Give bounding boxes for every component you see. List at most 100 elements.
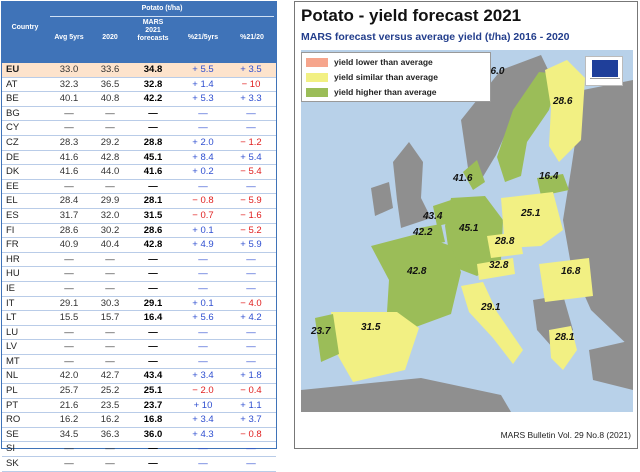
france-shape (371, 234, 461, 328)
country-header: Country (11, 24, 39, 31)
map-title: Potato - yield forecast 2021 (301, 6, 522, 25)
avg-5yrs-cell: — (64, 282, 74, 294)
yield-2020-cell: 32.0 (100, 209, 120, 221)
forecast-2021-cell: 29.1 (143, 297, 163, 309)
map-subtitle: MARS forecast versus average yield (t/ha… (301, 31, 570, 43)
pct-vs-2020-cell: — (246, 326, 256, 338)
finland-shape (545, 60, 585, 162)
spain-shape (331, 312, 419, 382)
avg-5yrs-cell: 41.6 (59, 166, 79, 178)
legend-label-lower: yield lower than average (334, 57, 433, 67)
avg-5yrs-cell: 28.4 (59, 195, 79, 207)
legend-label-similar: yield similar than average (334, 72, 438, 82)
avg-5yrs-cell: 33.0 (59, 64, 79, 75)
table-row: LT 15.5 15.7 16.4 + 5.6 + 4.2 (2, 311, 276, 326)
yield-2020-cell: 33.6 (100, 64, 120, 75)
table-row: LV — — — — — (2, 340, 276, 355)
table-row: SE 34.5 36.3 36.0 + 4.3 − 0.8 (2, 428, 276, 443)
table-row: PT 21.6 23.5 23.7 + 10 + 1.1 (2, 399, 276, 414)
yield-2020-cell: 40.8 (100, 93, 120, 105)
pct-vs-2020-cell: + 1.8 (240, 370, 262, 382)
forecast-2021-cell: 41.6 (143, 166, 163, 178)
pct-vs-5yrs-cell: — (198, 326, 208, 338)
pct-vs-5yrs-cell: + 3.4 (192, 370, 214, 382)
forecast-2021-cell: — (148, 122, 158, 134)
table-row: FI 28.6 30.2 28.6 + 0.1 − 5.2 (2, 224, 276, 239)
map-value-be: 42.2 (413, 227, 433, 238)
romania-shape (539, 258, 593, 302)
yield-2020-cell: 29.9 (100, 195, 120, 207)
avg-5yrs-cell: — (64, 443, 74, 455)
table-header: Country Potato (t/ha) Avg 5yrs 2020 MARS… (2, 2, 276, 63)
pct-vs-2020-cell: + 1.1 (240, 399, 262, 411)
table-row: MT — — — — — (2, 355, 276, 370)
avg-5yrs-cell: 34.5 (59, 428, 79, 440)
austria-shape (477, 258, 515, 280)
forecast-2021-cell: 42.8 (143, 239, 163, 251)
forecast-2021-cell: — (148, 355, 158, 367)
table-row: AT 32.3 36.5 32.8 + 1.4 − 10 (2, 78, 276, 93)
avg-5yrs-cell: 28.3 (59, 136, 79, 148)
country-cell: NL (6, 370, 19, 382)
legend-swatch-lower (306, 58, 328, 67)
col-header-avg: Avg 5yrs (54, 34, 84, 41)
col-header-2020: 2020 (102, 34, 118, 41)
italy-shape (461, 282, 523, 364)
country-cell: SE (6, 428, 19, 440)
pct-vs-2020-cell: + 3.7 (240, 414, 262, 426)
pct-vs-5yrs-cell: + 5.5 (192, 64, 214, 75)
table-row: IE — — — — — (2, 282, 276, 297)
table-row: NL 42.0 42.7 43.4 + 3.4 + 1.8 (2, 369, 276, 385)
pct-vs-2020-cell: − 1.2 (240, 136, 262, 148)
map-value-nl: 43.4 (423, 211, 443, 222)
country-cell: MT (6, 355, 20, 367)
pct-vs-2020-cell: + 5.9 (240, 239, 262, 251)
country-cell: FR (6, 239, 19, 251)
pct-vs-5yrs-cell: — (198, 443, 208, 455)
legend-swatch-similar (306, 73, 328, 82)
pct-vs-5yrs-cell: + 2.0 (192, 136, 214, 148)
table-row: FR 40.9 40.4 42.8 + 4.9 + 5.9 (2, 238, 276, 253)
country-cell: BG (6, 107, 20, 119)
forecast-2021-cell: — (148, 107, 158, 119)
forecast-2021-cell: — (148, 268, 158, 280)
pct-vs-2020-cell: — (246, 268, 256, 280)
map-value-pl: 25.1 (521, 208, 541, 219)
forecast-2021-cell: — (148, 326, 158, 338)
table-row: ES 31.7 32.0 31.5 − 0.7 − 1.6 (2, 209, 276, 224)
yield-2020-cell: — (105, 268, 115, 280)
pct-vs-2020-cell: + 5.4 (240, 151, 262, 163)
forecast-2021-cell: 28.6 (143, 224, 163, 236)
yield-2020-cell: — (105, 122, 115, 134)
map-value-dk: 41.6 (453, 173, 473, 184)
map-value-lt: 16.4 (539, 171, 559, 182)
forecast-2021-cell: 45.1 (143, 151, 163, 163)
yield-2020-cell: 42.8 (100, 151, 120, 163)
table-row: EL 28.4 29.9 28.1 − 0.8 − 5.9 (2, 194, 276, 209)
country-cell: SK (6, 458, 19, 470)
avg-5yrs-cell: — (64, 355, 74, 367)
table-row: EU 33.0 33.6 34.8 + 5.5 + 3.5 (2, 63, 276, 78)
pct-vs-5yrs-cell: − 2.0 (192, 385, 214, 397)
country-cell: EU (6, 64, 20, 75)
table-body: EU 33.0 33.6 34.8 + 5.5 + 3.5 AT 32.3 36.5 32.8 + … (2, 63, 276, 472)
country-cell: PL (6, 385, 18, 397)
lithuania-shape (537, 174, 569, 196)
pct-vs-5yrs-cell: + 5.6 (192, 312, 214, 324)
denmark-shape (463, 160, 485, 190)
pct-vs-5yrs-cell: + 0.1 (192, 224, 214, 236)
forecast-2021-cell: 16.8 (143, 414, 163, 426)
pct-vs-2020-cell: − 1.6 (240, 209, 262, 221)
legend-swatch-higher (306, 88, 328, 97)
map-value-de: 45.1 (459, 223, 479, 234)
col-header-forecast: MARS 2021 forecasts (137, 19, 169, 42)
yield-2020-cell: 23.5 (100, 399, 120, 411)
avg-5yrs-cell: — (64, 180, 74, 192)
pct-vs-2020-cell: — (246, 458, 256, 470)
pct-vs-5yrs-cell: — (198, 458, 208, 470)
yield-2020-cell: 36.3 (100, 428, 120, 440)
col-header-pct-20: %21/20 (240, 34, 264, 41)
greece-shape (549, 326, 577, 370)
pct-vs-5yrs-cell: — (198, 355, 208, 367)
yield-2020-cell: 36.5 (100, 78, 120, 90)
